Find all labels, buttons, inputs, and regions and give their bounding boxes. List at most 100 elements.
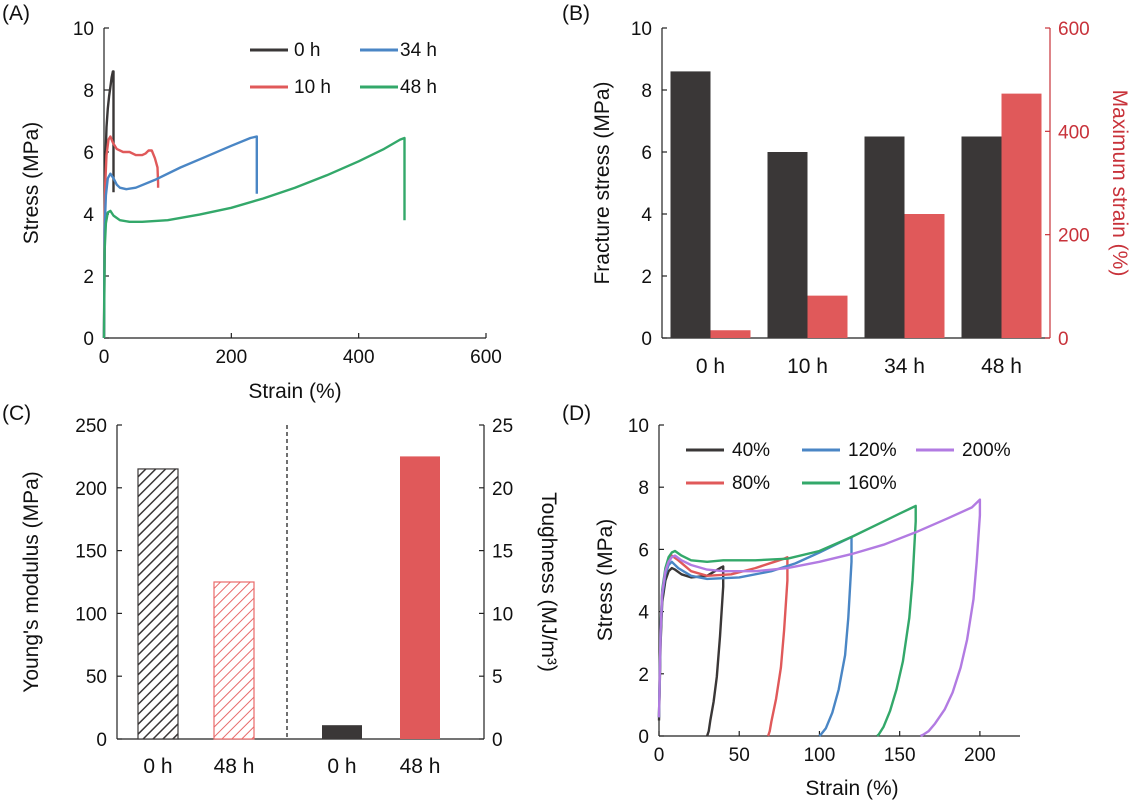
y-tick-label: 10 <box>73 19 94 40</box>
legend-label: 160% <box>848 473 897 494</box>
panel-b-y-ticks-left: 0 2 4 6 8 10 <box>631 19 667 350</box>
panel-a-xlabel: Strain (%) <box>248 380 341 403</box>
bar-fracture-stress <box>864 136 905 338</box>
x-tick-label: 50 <box>729 745 750 766</box>
y-tick-label-right: 20 <box>492 479 513 500</box>
y-tick-label: 6 <box>83 143 94 164</box>
y-tick-label: 4 <box>638 603 649 624</box>
x-tick-label: 100 <box>804 745 836 766</box>
panel-d-y-ticks: 0 2 4 6 8 10 <box>628 416 664 748</box>
category-label: 10 h <box>787 355 828 378</box>
y-tick-label: 2 <box>83 267 94 288</box>
bar-youngs-modulus <box>137 468 179 740</box>
panel-d-chart: 0 2 4 6 8 10 0 50 100 150 200 Stress (MPa) Strain… <box>594 416 1020 800</box>
y-tick-label: 2 <box>641 267 652 288</box>
panel-b-bars <box>670 71 1042 339</box>
panel-c-ylabel: Young's modulus (MPa) <box>20 471 43 693</box>
bar-fracture-stress <box>670 71 711 339</box>
panel-b-chart: 0 2 4 6 8 10 0 200 400 600 0 h 10 h 34 h 48 h Fract… <box>591 19 1131 378</box>
y-tick-label: 100 <box>75 604 107 625</box>
y-tick-label-right: 5 <box>492 667 503 688</box>
series-line-120pct <box>657 535 853 737</box>
panel-c-ylabel-right: Toughness (MJ/m³) <box>537 492 560 672</box>
panel-a-series <box>102 70 406 339</box>
bar-toughness <box>322 725 362 739</box>
y-tick-label-right: 15 <box>492 542 513 563</box>
x-tick-label: 400 <box>343 347 375 368</box>
y-tick-label: 8 <box>638 478 649 499</box>
x-tick-label: 600 <box>470 347 502 368</box>
panel-d-xlabel: Strain (%) <box>805 777 898 800</box>
legend-label: 10 h <box>294 77 331 98</box>
y-tick-label: 50 <box>86 667 107 688</box>
series-line-40pct <box>657 565 725 737</box>
panel-b-y-ticks-right: 0 200 400 600 <box>1045 19 1090 350</box>
category-label: 34 h <box>884 355 925 378</box>
y-tick-label: 0 <box>641 329 652 350</box>
y-tick-label-right: 10 <box>492 604 513 625</box>
bar-toughness <box>400 456 440 739</box>
y-tick-label: 0 <box>96 730 107 751</box>
series-line-160pct <box>657 504 917 737</box>
series-line-10h <box>102 135 160 339</box>
series-line-0h <box>102 70 115 339</box>
panel-b-categories: 0 h 10 h 34 h 48 h <box>696 355 1022 378</box>
panel-c-y-ticks-left: 0 50 100 150 200 250 <box>75 416 122 751</box>
legend-label: 40% <box>732 440 770 461</box>
panel-a-legend: 0 h 10 h 34 h 48 h <box>250 40 437 98</box>
x-tick-label: 200 <box>215 347 247 368</box>
series-line-48h <box>102 136 406 339</box>
legend-label: 0 h <box>294 40 320 61</box>
series-line-34h <box>102 135 258 339</box>
series-line-200pct <box>657 498 982 738</box>
panel-d-ylabel: Stress (MPa) <box>594 519 617 642</box>
panel-label-c: (C) <box>2 402 31 425</box>
category-label: 48 h <box>981 355 1022 378</box>
panel-d-x-ticks: 0 50 100 150 200 <box>654 731 996 766</box>
bar-fracture-stress <box>767 152 808 338</box>
legend-label: 80% <box>732 473 770 494</box>
y-tick-label: 4 <box>641 205 652 226</box>
y-tick-label: 10 <box>631 19 652 40</box>
y-tick-label-right: 400 <box>1058 122 1090 143</box>
y-tick-label: 150 <box>75 542 107 563</box>
panel-label-a: (A) <box>2 2 30 25</box>
x-tick-label: 0 <box>654 745 665 766</box>
panel-b-ylabel: Fracture stress (MPa) <box>591 81 614 284</box>
y-tick-label-right: 0 <box>492 730 503 751</box>
category-label: 0 h <box>143 755 172 778</box>
bar-fracture-stress <box>961 136 1002 338</box>
panel-c-y-ticks-right: 0 5 10 15 20 25 <box>479 416 513 751</box>
panel-d-series <box>657 498 982 738</box>
y-tick-label-right: 600 <box>1058 19 1090 40</box>
bar-maximum-strain <box>1001 93 1042 338</box>
panel-label-d: (D) <box>562 402 591 425</box>
legend-label: 120% <box>848 440 897 461</box>
y-tick-label: 0 <box>83 329 94 350</box>
category-label: 48 h <box>400 755 441 778</box>
y-tick-label-right: 0 <box>1058 329 1069 350</box>
panel-c-categories: 0 h 48 h 0 h 48 h <box>143 755 440 778</box>
legend-label: 34 h <box>400 40 437 61</box>
y-tick-label-right: 200 <box>1058 226 1090 247</box>
y-tick-label: 2 <box>638 665 649 686</box>
bar-youngs-modulus <box>213 581 255 740</box>
panel-c-chart: 0 50 100 150 200 250 0 5 10 15 20 25 0 h 48 h 0 h 48 … <box>20 416 560 778</box>
y-tick-label: 250 <box>75 416 107 437</box>
y-tick-label: 8 <box>83 81 94 102</box>
x-tick-label: 0 <box>99 347 110 368</box>
y-tick-label: 6 <box>641 143 652 164</box>
legend-label: 48 h <box>400 77 437 98</box>
y-tick-label: 200 <box>75 479 107 500</box>
bar-maximum-strain <box>710 330 751 338</box>
category-label: 48 h <box>214 755 255 778</box>
y-tick-label: 8 <box>641 81 652 102</box>
category-label: 0 h <box>696 355 725 378</box>
legend-label: 200% <box>962 440 1011 461</box>
category-label: 0 h <box>327 755 356 778</box>
panel-b-ylabel-right: Maximum strain (%) <box>1108 90 1131 277</box>
y-tick-label: 4 <box>83 205 94 226</box>
y-tick-label: 6 <box>638 540 649 561</box>
panel-a-chart: 0 2 4 6 8 10 0 200 400 600 Stress (MPa) Strain (… <box>20 19 502 403</box>
